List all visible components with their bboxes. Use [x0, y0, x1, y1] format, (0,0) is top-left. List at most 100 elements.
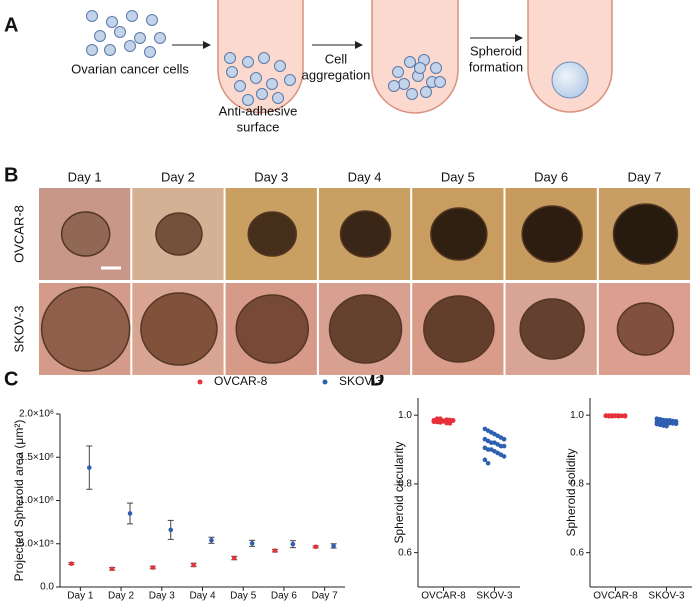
spheroid: [521, 205, 583, 263]
cell: [258, 52, 270, 64]
y-tick-label: 0.0: [40, 582, 54, 593]
spheroid: [60, 211, 111, 257]
cell: [242, 56, 254, 68]
y-axis-title: Spheroid solidity: [564, 448, 578, 536]
legend-label: SKOV-3: [339, 374, 383, 388]
cell: [104, 44, 116, 56]
cell: [126, 10, 138, 22]
point: [485, 460, 491, 466]
y-tick-label: 5.0×10⁵: [19, 538, 54, 549]
point: [622, 413, 628, 418]
column-label: Day 2: [161, 169, 195, 184]
cell: [420, 86, 432, 98]
cell: [392, 66, 404, 78]
point: [434, 416, 440, 421]
point: [313, 544, 318, 550]
spheroid: [430, 207, 488, 261]
point: [501, 443, 507, 449]
x-tick-label: Day 4: [189, 591, 216, 602]
cell: [124, 40, 136, 52]
point: [441, 418, 446, 423]
point: [447, 417, 453, 423]
cell: [106, 16, 118, 28]
y-tick-label: 1.0×10⁶: [19, 495, 54, 506]
y-axis-title: Projected Spheroid area (μm²): [12, 420, 26, 582]
point: [231, 555, 237, 561]
point: [673, 421, 679, 427]
y-tick-label: 2.0×10⁶: [19, 409, 54, 420]
label: Spheroid: [470, 43, 522, 58]
spheroid: [40, 286, 131, 372]
y-tick-label: 1.0: [570, 410, 584, 421]
cell: [234, 80, 246, 92]
cell: [404, 56, 416, 68]
point: [109, 566, 115, 572]
spheroid: [140, 292, 218, 366]
x-tick-label: Day 7: [312, 591, 339, 602]
point: [191, 562, 196, 568]
point: [331, 543, 336, 549]
x-tick-label: SKOV-3: [648, 591, 685, 602]
y-tick-label: 1.5×10⁶: [19, 452, 54, 463]
x-tick-label: SKOV-3: [476, 591, 513, 602]
spheroid: [616, 302, 675, 356]
column-label: Day 7: [627, 169, 661, 184]
column-label: Day 3: [254, 169, 288, 184]
cell: [430, 62, 442, 74]
cell: [274, 60, 286, 72]
cell: [224, 52, 236, 64]
x-tick-label: Day 5: [230, 591, 257, 602]
well: [527, 0, 613, 113]
x-tick-label: Day 3: [149, 591, 176, 602]
cell: [256, 88, 268, 100]
point: [444, 420, 450, 426]
y-tick-label: 1.0: [398, 410, 412, 421]
point: [501, 436, 507, 442]
row-label: OVCAR-8: [11, 205, 26, 263]
legend-marker: [322, 379, 328, 385]
label: Ovarian cancer cells: [71, 61, 189, 76]
x-tick-label: OVCAR-8: [421, 591, 466, 602]
spheroid: [328, 294, 403, 364]
cell: [114, 26, 126, 38]
legend-marker: [197, 379, 203, 385]
spheroid: [235, 294, 309, 364]
x-tick-label: Day 1: [67, 591, 94, 602]
point: [498, 443, 504, 449]
cell: [272, 92, 284, 104]
cell: [284, 74, 296, 86]
spheroid: [612, 203, 679, 265]
cell: [242, 94, 254, 106]
panel-label: C: [4, 368, 18, 390]
point: [209, 537, 214, 543]
column-label: Day 6: [534, 169, 568, 184]
spheroid: [155, 212, 203, 256]
label: Anti-adhesive: [219, 103, 298, 118]
spheroid: [247, 211, 297, 257]
y-axis-title: Spheroid circularity: [392, 441, 406, 543]
cell: [434, 76, 446, 88]
point: [168, 527, 174, 533]
label: surface: [237, 119, 280, 134]
cell: [144, 46, 156, 58]
cell: [94, 30, 106, 42]
cell: [266, 78, 278, 90]
y-tick-label: 0.6: [398, 547, 412, 558]
cell: [154, 32, 166, 44]
cell: [134, 32, 146, 44]
point: [69, 561, 74, 566]
point: [290, 541, 296, 547]
cell: [146, 14, 158, 26]
cell: [86, 10, 98, 22]
y-tick-label: 0.8: [398, 479, 412, 490]
x-tick-label: OVCAR-8: [593, 591, 638, 602]
point: [249, 541, 255, 546]
cell: [406, 88, 418, 100]
label: aggregation: [302, 67, 371, 82]
cell: [86, 44, 98, 56]
label: Cell: [325, 51, 348, 66]
spheroid: [519, 298, 585, 360]
point: [431, 419, 437, 424]
legend-label: OVCAR-8: [214, 374, 268, 388]
